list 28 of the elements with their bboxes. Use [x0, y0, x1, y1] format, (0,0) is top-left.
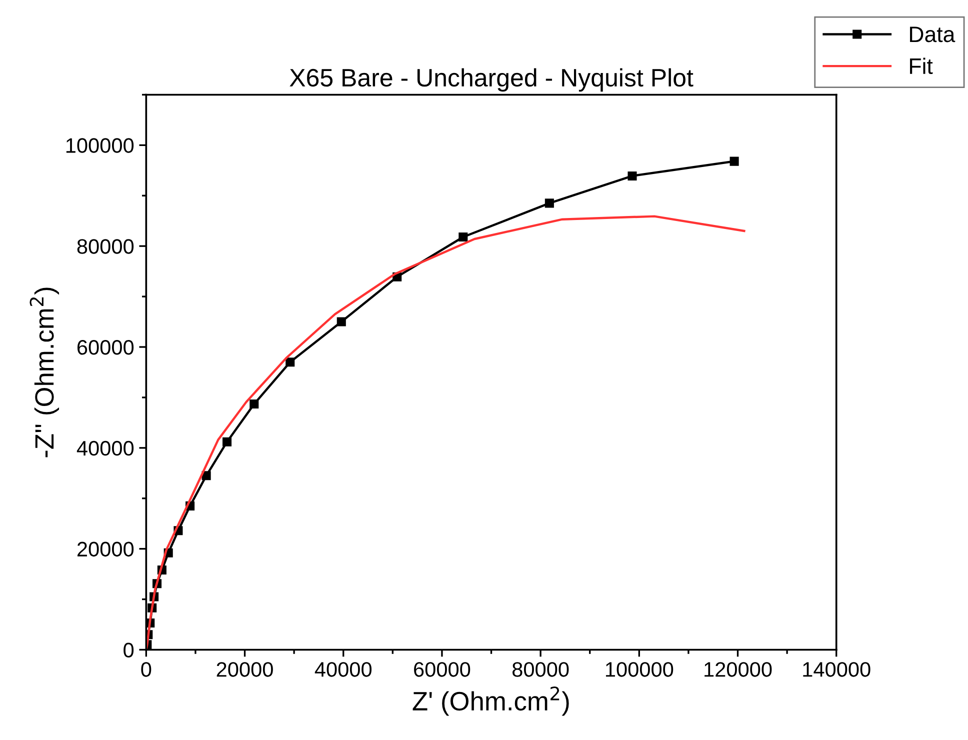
point	[628, 171, 637, 180]
x-tick-label: 80000	[512, 662, 569, 677]
x-tick-label: 140000	[803, 662, 870, 677]
point	[250, 399, 259, 409]
x-axis-title: Z' (Ohm.cm$^{2}$)	[412, 686, 569, 716]
y-tick-label: 100000	[66, 138, 134, 153]
x-tick-label: 60000	[414, 662, 470, 677]
x-tick-label: 100000	[606, 662, 674, 677]
point	[202, 471, 211, 480]
x-tick-label: 20000	[216, 662, 273, 677]
x-tick-label: 120000	[704, 662, 772, 677]
point	[286, 358, 295, 367]
point	[336, 317, 346, 326]
y-tick-label: 80000	[77, 239, 134, 254]
legend-label: Data	[910, 26, 956, 42]
point	[222, 437, 232, 446]
y-tick-label: 40000	[76, 440, 134, 456]
point	[730, 156, 739, 166]
x-tick-label: 0	[141, 662, 152, 677]
y-tick-label: 0	[124, 642, 134, 658]
y-tick-label: 20000	[77, 542, 134, 557]
point	[458, 232, 468, 242]
y-axis-title: -Z'' (Ohm.cm$^{2}$)	[30, 288, 60, 458]
point	[544, 198, 554, 208]
y-tick-label: 60000	[77, 340, 134, 355]
chart-title: X65 Bare - Uncharged - Nyquist Plot	[290, 68, 694, 92]
legend-label: Fit	[910, 58, 933, 74]
x-tick-label: 40000	[314, 662, 372, 677]
